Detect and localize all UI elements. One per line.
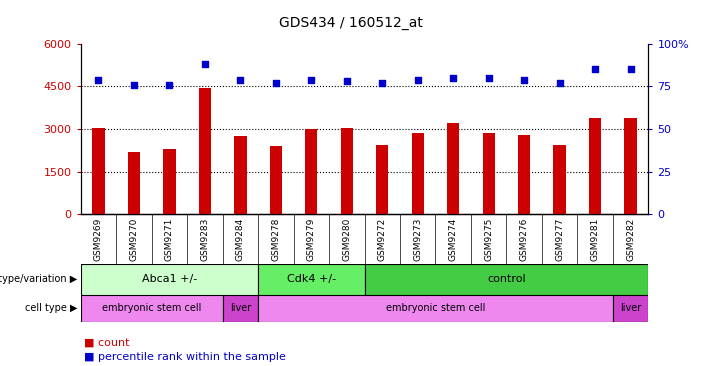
Point — [164, 82, 175, 88]
Point — [306, 77, 317, 83]
Bar — [258, 295, 613, 322]
Text: GSM9273: GSM9273 — [414, 218, 422, 261]
Bar — [198, 88, 211, 214]
Text: GSM9276: GSM9276 — [519, 218, 529, 261]
Bar — [128, 152, 140, 214]
Bar — [341, 128, 353, 214]
Bar — [81, 295, 223, 322]
Bar — [81, 264, 258, 295]
Point — [519, 77, 530, 83]
Text: GSM9280: GSM9280 — [342, 218, 351, 261]
Bar — [518, 135, 531, 214]
Text: embryonic stem cell: embryonic stem cell — [386, 303, 485, 313]
Text: GSM9269: GSM9269 — [94, 218, 103, 261]
Bar — [482, 133, 495, 214]
Bar — [258, 264, 365, 295]
Point — [554, 80, 565, 86]
Text: GSM9283: GSM9283 — [200, 218, 210, 261]
Text: control: control — [487, 274, 526, 284]
Bar — [234, 136, 247, 214]
Point — [590, 67, 601, 72]
Text: GSM9275: GSM9275 — [484, 218, 494, 261]
Text: GSM9270: GSM9270 — [130, 218, 138, 261]
Text: genotype/variation ▶: genotype/variation ▶ — [0, 274, 77, 284]
Text: liver: liver — [620, 303, 641, 313]
Bar — [625, 118, 637, 214]
Bar — [365, 264, 648, 295]
Text: Abca1 +/-: Abca1 +/- — [142, 274, 197, 284]
Text: GSM9277: GSM9277 — [555, 218, 564, 261]
Point — [625, 67, 637, 72]
Text: GSM9274: GSM9274 — [449, 218, 458, 261]
Bar — [554, 145, 566, 214]
Text: liver: liver — [230, 303, 251, 313]
Text: GSM9282: GSM9282 — [626, 218, 635, 261]
Point — [199, 61, 210, 67]
Point — [235, 77, 246, 83]
Point — [93, 77, 104, 83]
Text: GSM9271: GSM9271 — [165, 218, 174, 261]
Bar — [163, 149, 175, 214]
Bar — [92, 128, 104, 214]
Bar — [411, 133, 424, 214]
Text: cell type ▶: cell type ▶ — [25, 303, 77, 313]
Text: ■ percentile rank within the sample: ■ percentile rank within the sample — [84, 352, 286, 362]
Point — [128, 82, 139, 88]
Text: GDS434 / 160512_at: GDS434 / 160512_at — [278, 16, 423, 30]
Bar — [376, 145, 388, 214]
Text: GSM9281: GSM9281 — [591, 218, 599, 261]
Text: GSM9278: GSM9278 — [271, 218, 280, 261]
Text: Cdk4 +/-: Cdk4 +/- — [287, 274, 336, 284]
Point — [270, 80, 281, 86]
Text: ■ count: ■ count — [84, 337, 130, 347]
Point — [412, 77, 423, 83]
Bar — [223, 295, 258, 322]
Text: GSM9284: GSM9284 — [236, 218, 245, 261]
Point — [448, 75, 459, 81]
Point — [483, 75, 494, 81]
Point — [376, 80, 388, 86]
Bar — [270, 146, 282, 214]
Point — [341, 78, 353, 84]
Text: GSM9272: GSM9272 — [378, 218, 387, 261]
Text: embryonic stem cell: embryonic stem cell — [102, 303, 201, 313]
Text: GSM9279: GSM9279 — [307, 218, 315, 261]
Bar — [613, 295, 648, 322]
Bar — [589, 118, 601, 214]
Bar — [305, 129, 318, 214]
Bar — [447, 123, 459, 214]
